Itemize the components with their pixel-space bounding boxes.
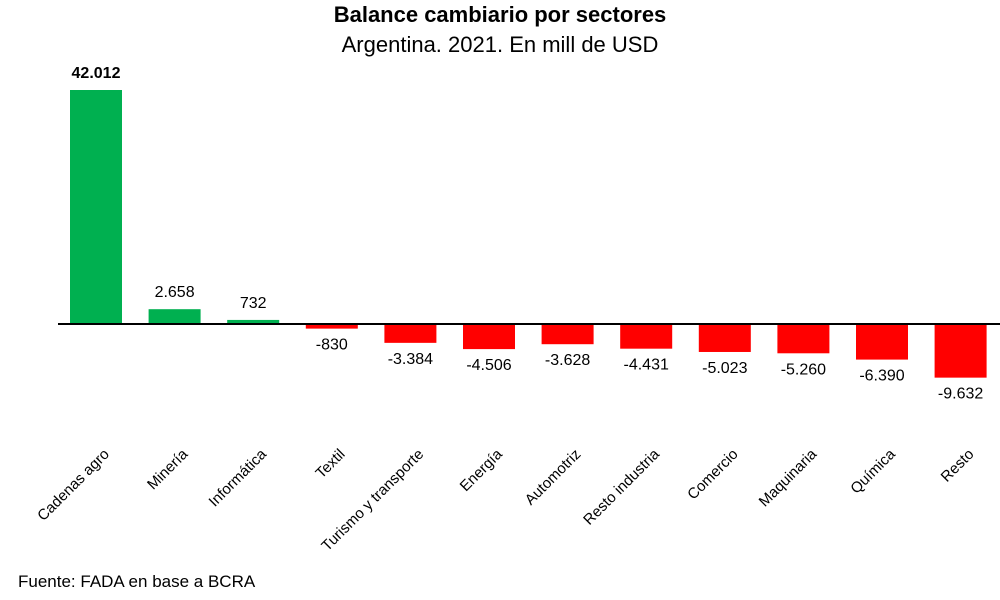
category-label-8: Comercio	[684, 446, 741, 503]
category-label-1: Minería	[144, 445, 192, 493]
category-label-9: Maquinaria	[756, 445, 821, 510]
bar-2	[227, 319, 280, 324]
data-label-4: -3.384	[388, 351, 433, 368]
data-label-3: -830	[316, 337, 348, 354]
data-label-6: -3.628	[545, 352, 590, 369]
data-label-8: -5.023	[702, 360, 747, 377]
bar-11	[934, 324, 987, 378]
category-label-6: Automotriz	[522, 446, 585, 509]
chart-subtitle: Argentina. 2021. En mill de USD	[341, 32, 659, 57]
bar-10	[856, 324, 908, 360]
category-label-7: Resto industria	[580, 445, 663, 528]
data-label-5: -4.506	[466, 357, 511, 374]
data-label-1: 2.658	[155, 284, 195, 301]
bar-3	[305, 324, 358, 329]
data-label-10: -6.390	[859, 368, 904, 385]
data-label-11: -9.632	[938, 386, 983, 403]
bar-9	[777, 324, 830, 354]
source-note: Fuente: FADA en base a BCRA	[18, 572, 256, 591]
bar-5	[463, 324, 515, 350]
category-label-3: Textil	[312, 446, 348, 482]
category-label-5: Energía	[457, 445, 507, 495]
bar-8	[698, 324, 751, 352]
data-label-2: 732	[240, 295, 267, 312]
data-label-7: -4.431	[624, 357, 669, 374]
bar-1	[148, 309, 201, 324]
category-label-11: Resto	[938, 446, 978, 486]
category-label-10: Química	[847, 445, 899, 497]
category-label-0: Cadenas agro	[34, 446, 113, 525]
chart-title: Balance cambiario por sectores	[333, 2, 667, 27]
bar-7	[620, 324, 673, 349]
bar-6	[541, 324, 594, 345]
category-label-2: Informática	[206, 445, 271, 510]
bar-4	[384, 324, 437, 343]
data-label-9: -5.260	[781, 361, 826, 378]
data-label-0: 42.012	[72, 65, 121, 82]
bar-0	[70, 90, 122, 324]
